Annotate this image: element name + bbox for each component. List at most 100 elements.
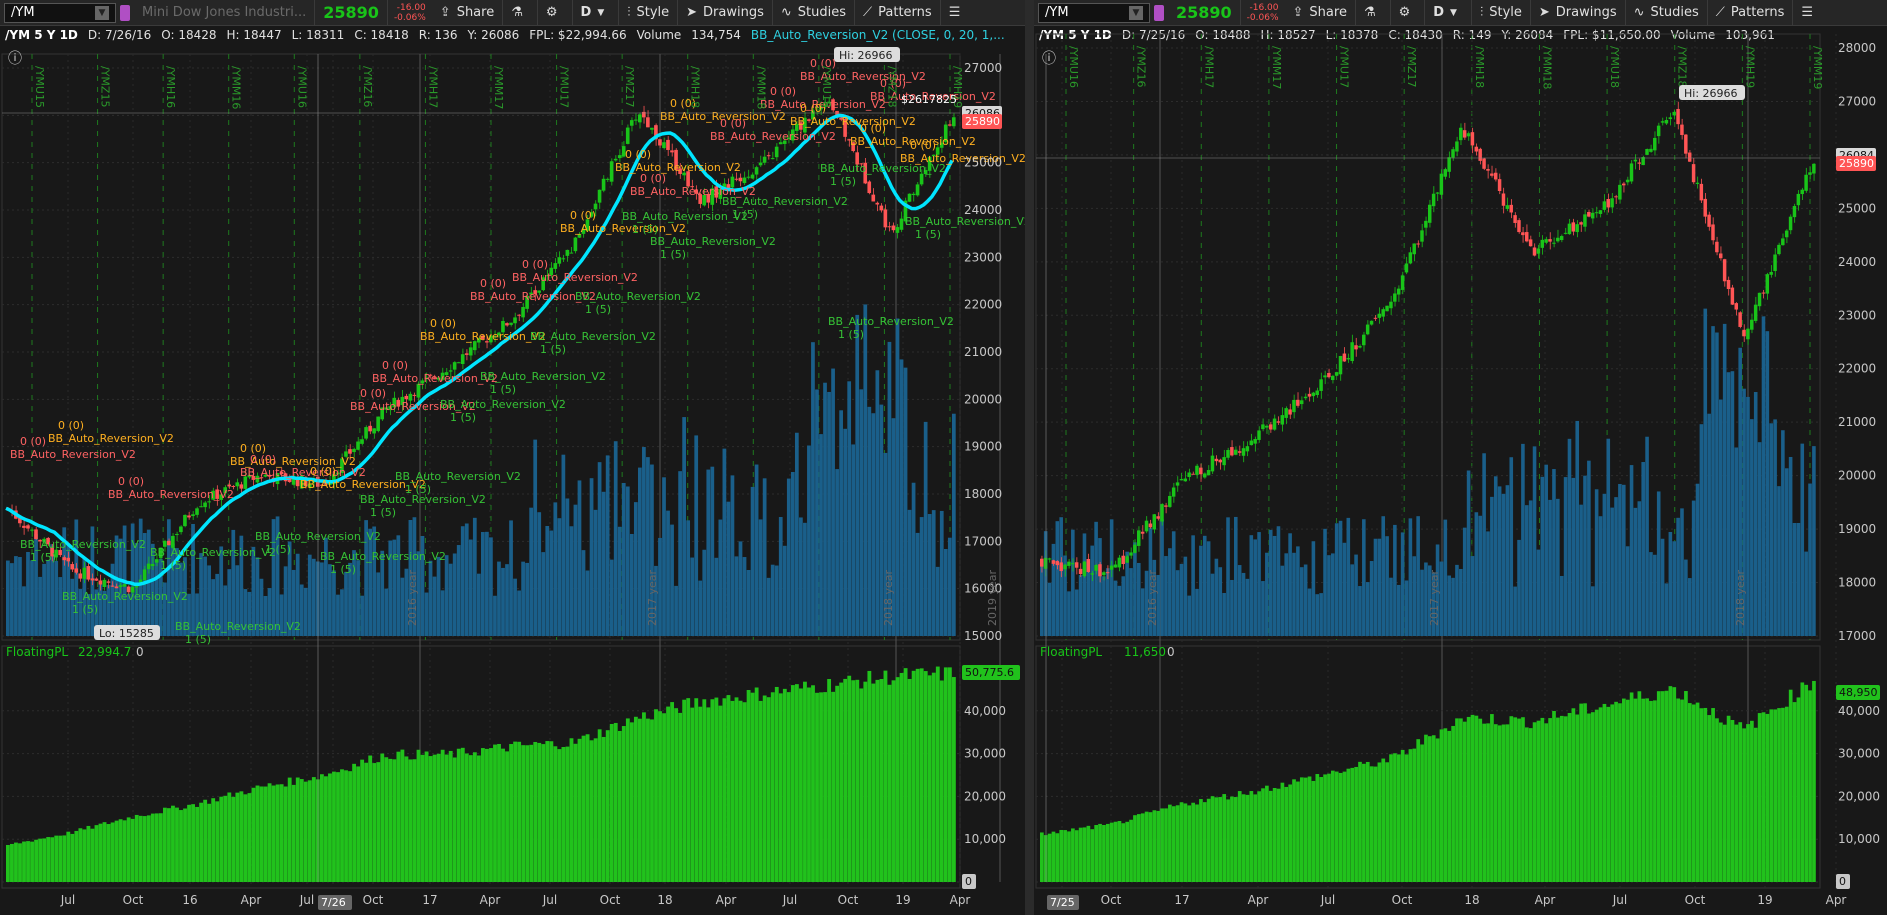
price-candle-body — [654, 125, 658, 140]
share-icon: ⇪ — [1292, 5, 1304, 20]
price-candle-body — [388, 406, 393, 411]
price-candle-body — [1509, 204, 1513, 213]
time-tick-label: 18 — [657, 893, 672, 907]
volume-bar — [1501, 493, 1506, 636]
floating-pl-bar — [1497, 725, 1502, 882]
volume-bar — [887, 341, 892, 636]
floating-pl-bar — [158, 813, 163, 882]
volume-bar — [1152, 559, 1157, 636]
floating-pl-bar — [569, 738, 574, 882]
floating-pl-bar — [1583, 703, 1587, 882]
floating-pl-bar — [1525, 727, 1529, 882]
volume-bar — [915, 532, 920, 636]
price-candle-body — [263, 474, 268, 477]
price-candle-body — [376, 416, 380, 432]
drawings-menu[interactable]: ➤ Drawings — [1531, 0, 1626, 25]
price-candle-body — [497, 332, 501, 336]
volume-bar — [819, 434, 823, 636]
volume-bar — [1544, 464, 1548, 636]
price-candle-body — [460, 354, 465, 364]
floating-pl-bar — [766, 697, 771, 882]
share-button[interactable]: ⇪ Share — [1285, 0, 1356, 25]
price-candle-body — [1730, 287, 1735, 305]
style-menu[interactable]: ⫶ Style — [619, 0, 679, 25]
period-button[interactable]: D ▼ — [1425, 0, 1472, 25]
price-candle-body — [1602, 201, 1607, 210]
last-price-tag: 25890 — [962, 114, 1002, 129]
settings-button[interactable]: ⚙ — [1391, 0, 1426, 25]
last-price: 25890 — [1168, 0, 1241, 25]
patterns-menu[interactable]: ⟋ Patterns — [1708, 0, 1794, 25]
price-candle-body — [879, 205, 884, 211]
studies-menu[interactable]: ∿ Studies — [1626, 0, 1708, 25]
floating-pl-bar — [1358, 761, 1362, 882]
link-color-icon[interactable] — [1154, 4, 1164, 21]
more-menu[interactable]: ☰ — [941, 0, 975, 25]
floating-pl-bar — [1594, 709, 1599, 882]
floating-pl-bar — [907, 678, 912, 882]
volume-bar — [1614, 497, 1618, 636]
price-candle-body — [1808, 172, 1812, 175]
studies-menu[interactable]: ∿ Studies — [773, 0, 856, 25]
strategy-signal-qty: 0 (0) — [720, 117, 746, 130]
volume-bar — [356, 560, 360, 636]
price-candle-body — [380, 407, 384, 420]
patterns-menu[interactable]: ⟋ Patterns — [855, 0, 941, 25]
floating-pl-bar — [444, 754, 449, 882]
link-color-icon[interactable] — [120, 4, 130, 21]
more-menu[interactable]: ☰ — [1793, 0, 1827, 25]
settings-button[interactable]: ⚙ — [538, 0, 573, 25]
floating-pl-bar — [420, 754, 425, 882]
volume-bar — [1175, 570, 1180, 636]
flask-button[interactable]: ⚗ — [1356, 0, 1391, 25]
price-panel-frame — [1035, 33, 1821, 641]
floating-pl-bar — [1292, 779, 1296, 882]
volume-bar — [448, 563, 453, 636]
volume-bar — [678, 471, 682, 636]
flask-button[interactable]: ⚗ — [503, 0, 538, 25]
volume-bar — [1532, 446, 1537, 636]
volume-bar — [1715, 332, 1719, 636]
time-tick-label: Oct — [838, 893, 859, 907]
floating-pl-bar — [191, 804, 195, 882]
volume-bar — [352, 550, 356, 636]
pane-splitter[interactable] — [1025, 0, 1034, 915]
symbol-selector[interactable]: /YM ▼ — [1038, 2, 1150, 23]
price-candle-body — [78, 573, 83, 579]
floating-pl-bar — [1746, 724, 1750, 882]
strategy-signal-qty: 0 (0) — [360, 387, 386, 400]
chart-canvas[interactable]: 2800027000260002500024000230002200021000… — [1034, 0, 1887, 915]
floating-pl-bar — [1462, 721, 1467, 882]
volume-bar — [1753, 392, 1758, 636]
price-candle-body — [356, 441, 360, 450]
floating-pl-bar — [714, 697, 719, 882]
floating-pl-bar — [935, 666, 940, 882]
chevron-down-icon[interactable]: ▼ — [95, 5, 109, 20]
price-tick-label: 23000 — [964, 250, 1002, 264]
price-candle-body — [1358, 345, 1362, 348]
chevron-down-icon[interactable]: ▼ — [1129, 5, 1143, 20]
price-candle-body — [1043, 557, 1048, 569]
floating-pl-bar — [211, 798, 216, 882]
volume-bar — [1459, 568, 1463, 636]
price-candle-body — [1144, 520, 1149, 532]
pl-tick-label: 20,000 — [1838, 789, 1880, 803]
share-button[interactable]: ⇪ Share — [432, 0, 504, 25]
drawings-menu[interactable]: ➤ Drawings — [678, 0, 773, 25]
volume-bar — [1296, 546, 1300, 636]
floating-pl-bar — [239, 791, 244, 882]
symbol-selector[interactable]: /YM ▼ — [4, 2, 116, 23]
volume-bar — [577, 480, 582, 636]
price-candle-body — [1202, 473, 1207, 478]
style-menu[interactable]: ⫶ Style — [1472, 0, 1531, 25]
hi-label: Hi: 26966 — [839, 49, 893, 62]
pl-tick-label: 30,000 — [964, 747, 1006, 761]
chart-canvas[interactable]: BB_Auto_Reversion_V20 (0)BB_Auto_Reversi… — [0, 0, 1025, 915]
period-button[interactable]: D ▼ — [573, 0, 620, 25]
volume-bar — [319, 562, 324, 636]
volume-bar — [1257, 532, 1261, 636]
volume-bar — [1346, 517, 1351, 636]
floating-pl-bar — [557, 749, 562, 882]
info-y: Y: 26084 — [1501, 28, 1554, 42]
floating-pl-bar — [1590, 712, 1595, 882]
